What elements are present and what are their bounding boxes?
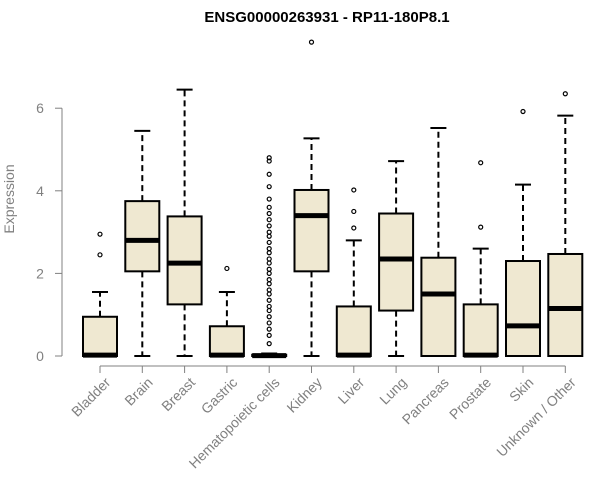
x-tick-label: Prostate	[446, 374, 494, 422]
x-tick-label: Kidney	[283, 374, 325, 416]
outlier-point	[266, 158, 272, 164]
outlier-point	[266, 223, 272, 229]
box-iqr	[505, 260, 541, 358]
box-iqr	[378, 212, 415, 312]
outlier-point	[97, 231, 103, 237]
outlier-point	[351, 187, 357, 193]
y-tick-label: 2	[36, 265, 44, 281]
box-iqr	[82, 315, 118, 358]
outlier-point	[266, 266, 272, 272]
outlier-point	[266, 217, 272, 223]
box-breast	[166, 88, 203, 357]
y-tick-label: 4	[36, 183, 44, 199]
outlier-point	[266, 307, 272, 314]
box-iqr	[293, 188, 330, 273]
outlier-point	[266, 341, 272, 347]
outlier-point	[266, 210, 272, 217]
outlier-point	[266, 239, 272, 246]
outlier-point	[266, 270, 272, 276]
x-tick-label: Lung	[376, 374, 409, 407]
outlier-point	[351, 208, 357, 215]
box-prostate	[462, 160, 499, 358]
box-pancreas	[420, 127, 457, 357]
outlier-point	[266, 256, 272, 262]
outlier-point	[266, 326, 272, 332]
outlier-point	[266, 281, 272, 287]
outlier-point	[266, 260, 272, 266]
outlier-point	[266, 246, 272, 252]
outlier-point	[266, 233, 272, 239]
outlier-point	[266, 204, 272, 210]
outlier-point	[266, 250, 272, 256]
outlier-point	[266, 276, 272, 283]
x-tick-label: Skin	[506, 374, 537, 405]
box-iqr	[208, 325, 245, 358]
box-iqr	[420, 256, 457, 357]
outlier-point	[266, 320, 272, 326]
y-tick-label: 6	[36, 100, 44, 116]
outlier-point	[478, 160, 484, 166]
box-hematopoietic-cells	[251, 155, 288, 359]
outlier-point	[266, 287, 272, 293]
outlier-point	[266, 332, 272, 338]
outlier-point	[266, 155, 272, 161]
outlier-point	[97, 252, 103, 258]
box-iqr	[462, 303, 499, 357]
x-tick-label: Breast	[158, 374, 198, 414]
box-iqr	[124, 200, 161, 273]
outlier-point	[266, 171, 272, 177]
box-iqr	[166, 215, 203, 306]
x-tick-label: Bladder	[68, 374, 114, 420]
box-lung	[378, 160, 415, 357]
boxes	[82, 39, 584, 359]
outlier-point	[478, 224, 484, 230]
box-gastric	[208, 265, 245, 358]
box-brain	[124, 129, 161, 357]
outlier-point	[266, 297, 272, 303]
box-kidney	[293, 39, 330, 357]
box-bladder	[82, 231, 118, 358]
outlier-point	[266, 229, 272, 235]
outlier-point	[266, 196, 272, 202]
outlier-point	[266, 303, 272, 310]
x-tick-label: Pancreas	[399, 374, 452, 427]
outlier-point	[562, 91, 568, 97]
outlier-point	[520, 108, 526, 115]
box-liver	[335, 187, 372, 358]
y-axis: 0 2 4 6	[36, 100, 63, 364]
outlier-point	[351, 225, 357, 231]
x-tick-label: Brain	[121, 374, 155, 408]
chart-title: ENSG00000263931 - RP11-180P8.1	[204, 9, 449, 26]
outlier-point	[266, 291, 272, 297]
x-tick-label: Liver	[334, 374, 367, 407]
box-iqr	[547, 252, 584, 357]
y-axis-label: Expression	[1, 164, 17, 233]
outlier-point	[308, 39, 315, 45]
outlier-point	[266, 184, 272, 190]
y-tick-label: 0	[36, 348, 44, 364]
outlier-point	[224, 265, 230, 272]
x-tick-label: Unknown / Other	[493, 374, 579, 460]
box-skin	[505, 108, 541, 358]
box-unknown-other	[547, 91, 584, 357]
box-iqr	[335, 305, 372, 358]
outlier-point	[266, 314, 272, 320]
